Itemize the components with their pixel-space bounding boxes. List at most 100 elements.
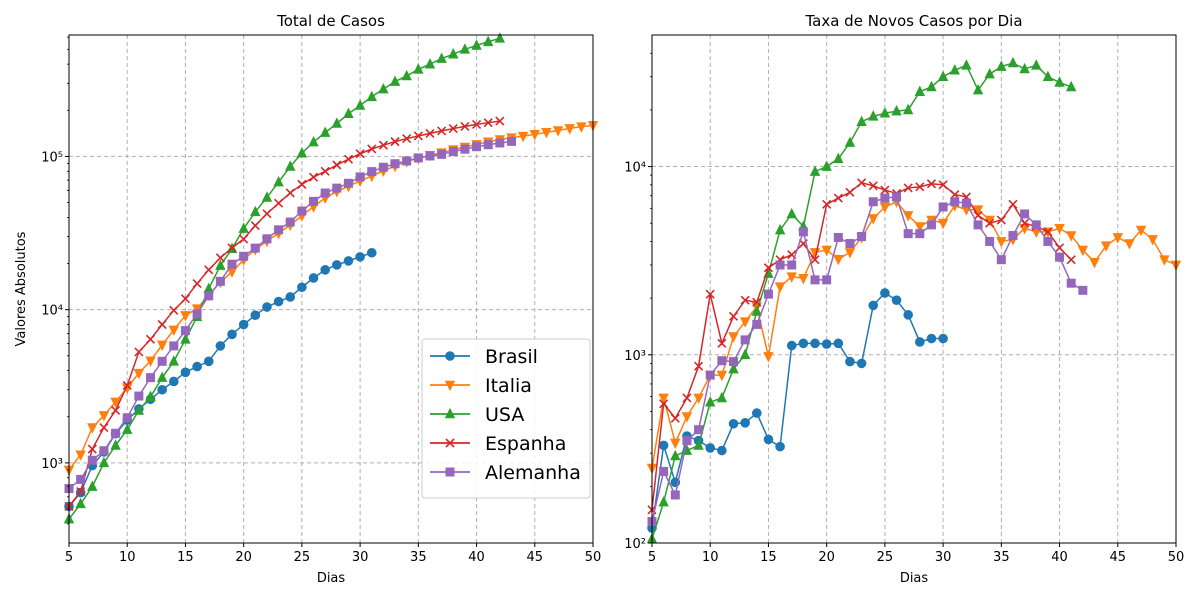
legend-label-espanha: Espanha (485, 433, 566, 455)
new-cases-italia-point (914, 222, 926, 233)
total-cases-italia-point (180, 311, 191, 322)
total-cases-alemanha-point (157, 356, 167, 366)
total-cases-usa-point (273, 175, 284, 187)
total-cases-xtick-label: 45 (527, 550, 544, 565)
new-cases-espanha-point (822, 199, 832, 209)
total-cases-usa-point (331, 117, 343, 128)
total-cases-espanha-point (99, 423, 109, 433)
new-cases-italia-point (693, 393, 704, 405)
new-cases-xtick-label: 10 (702, 550, 719, 565)
new-cases-usa-point (949, 64, 960, 75)
new-cases-usa-point (879, 107, 891, 118)
total-cases-espanha-point (76, 486, 86, 497)
total-cases-alemanha-point (390, 159, 400, 169)
total-cases-brasil-point (285, 292, 296, 302)
total-cases-usa-point (133, 404, 145, 415)
total-cases-ylabel: Valores Absolutos (14, 231, 29, 346)
total-cases-xtick-label: 5 (65, 550, 73, 565)
new-cases-alemanha-point (787, 260, 797, 270)
total-cases-brasil-point (273, 296, 284, 307)
total-cases-espanha-point (471, 119, 482, 129)
new-cases-alemanha-point (1066, 278, 1076, 288)
total-cases-alemanha-point (332, 183, 342, 193)
legend-swatch-marker (445, 351, 455, 361)
total-cases-italia-line (68, 124, 594, 471)
new-cases-italia-point (716, 370, 728, 382)
new-cases-italia-point (1054, 223, 1065, 235)
total-cases-series-espanha (64, 116, 505, 511)
total-cases-alemanha-point (87, 455, 97, 465)
new-cases-alemanha-point (705, 370, 715, 380)
total-cases-italia-point (145, 356, 156, 367)
legend-entry-italia: Italia (430, 375, 532, 397)
total-cases-brasil-point (227, 329, 237, 340)
total-cases-espanha-point (483, 118, 493, 128)
new-cases-usa-point (728, 362, 739, 374)
total-cases-espanha-point (134, 347, 144, 357)
new-cases-espanha-point (1008, 199, 1018, 209)
new-cases-brasil-point (833, 338, 844, 349)
total-cases-series-alemanha (64, 136, 516, 494)
total-cases-usa-point (308, 135, 319, 147)
new-cases-espanha-point (938, 180, 948, 190)
total-cases-italia-point (168, 325, 180, 336)
new-cases-usa-point (833, 152, 844, 164)
legend: Brasil Italia USA Espanha Alemanha (421, 338, 591, 499)
new-cases-espanha-point (763, 263, 774, 273)
total-cases-usa-point (238, 222, 249, 233)
total-cases-espanha-point (390, 137, 400, 147)
total-cases-espanha-point (308, 172, 319, 182)
total-cases-espanha-point (320, 166, 330, 176)
total-cases-espanha-point (180, 294, 191, 304)
total-cases-brasil-point (169, 376, 179, 387)
new-cases-italia-point (902, 211, 914, 222)
total-cases-xtick-label: 40 (468, 550, 485, 565)
new-cases-espanha-point (950, 189, 960, 200)
new-cases-italia-point (844, 248, 856, 259)
new-cases-ticks: 5 10 15 20 25 30 35 40 45 50 10² 10³ 10⁴ (624, 52, 1184, 565)
new-cases-italia-point (1077, 245, 1089, 257)
new-cases-usa-point (786, 207, 797, 219)
total-cases-espanha-point (402, 133, 412, 144)
new-cases-brasil-point (938, 333, 948, 344)
new-cases-italia-point (1112, 233, 1123, 244)
new-cases-alemanha-point (775, 260, 785, 270)
total-cases-xtick-label: 30 (352, 550, 369, 565)
new-cases-alemanha-point (670, 490, 680, 500)
total-cases-usa-point (215, 259, 226, 270)
total-cases-alemanha-point (204, 291, 214, 301)
new-cases-usa-point (996, 60, 1007, 71)
total-cases-brasil-point (238, 319, 249, 330)
new-cases-alemanha-point (1055, 252, 1065, 262)
total-cases-brasil-point (203, 356, 214, 367)
total-cases-alemanha-point (134, 391, 144, 401)
new-cases-brasil-point (821, 339, 832, 349)
total-cases-alemanha-point (180, 326, 190, 336)
new-cases-alemanha-point (694, 425, 704, 435)
new-cases-espanha-point (752, 297, 762, 307)
total-cases-italia-point (576, 122, 587, 133)
total-cases-usa-point (122, 423, 133, 434)
legend-entry-espanha: Espanha (430, 433, 566, 455)
new-cases-usa-point (856, 115, 867, 127)
total-cases-xtick-label: 20 (235, 550, 252, 565)
new-cases-usa-point (926, 80, 937, 92)
new-cases-usa-point (937, 70, 949, 82)
new-cases-alemanha-point (880, 193, 890, 203)
total-cases-italia-point (110, 397, 121, 409)
total-cases-xtick-label: 50 (585, 550, 602, 565)
total-cases-alemanha-point (483, 140, 493, 150)
new-cases-espanha-point (985, 218, 995, 228)
new-cases-usa-point (891, 105, 902, 116)
new-cases-espanha-point (926, 179, 937, 189)
total-cases-brasil-point (180, 367, 191, 378)
new-cases-axes-frame (651, 34, 1177, 544)
new-cases-brasil-point (856, 358, 867, 369)
new-cases-brasil-point (775, 441, 785, 452)
new-cases-italia-point (670, 438, 681, 450)
legend-swatch-marker (444, 380, 456, 392)
total-cases-usa-point (366, 90, 377, 102)
total-cases-ytick-label: 10⁴ (41, 304, 63, 319)
total-cases-ytick-label: 10³ (41, 457, 63, 472)
new-cases-espanha-point (694, 361, 704, 371)
